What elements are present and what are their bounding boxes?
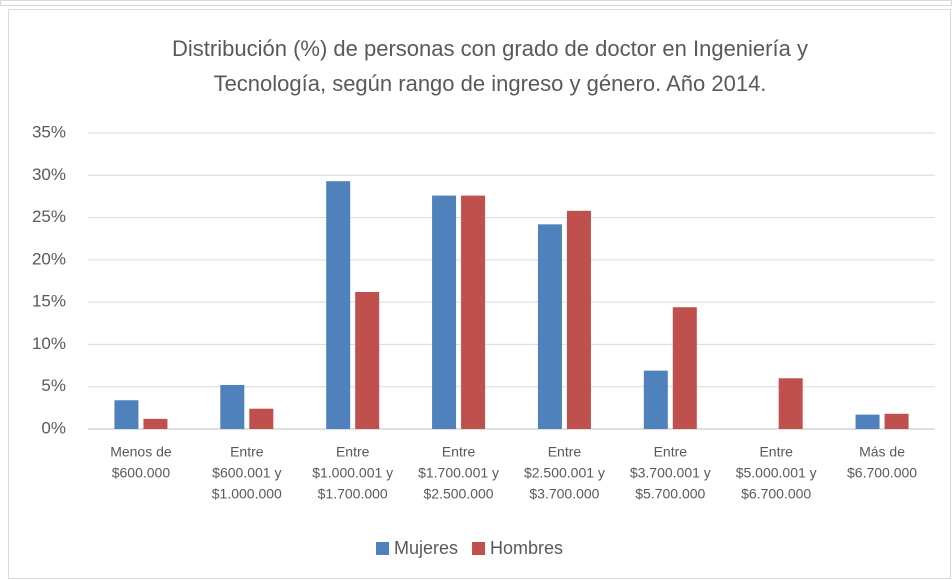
x-tick-label: Entre [230, 444, 264, 460]
x-tick-label: Entre [654, 444, 688, 460]
bar [643, 370, 668, 429]
y-tick-label: 35% [32, 122, 66, 141]
x-tick-label: $1.700.000 [318, 486, 388, 502]
x-tick-label: Entre [759, 444, 793, 460]
bar [432, 195, 457, 429]
legend-swatch [472, 542, 486, 555]
bar [537, 224, 562, 429]
x-tick-label: $2.500.000 [424, 486, 494, 502]
bar [220, 385, 245, 429]
chart-title: Distribución (%) de personas con grado d… [172, 36, 808, 61]
bar [461, 195, 486, 429]
bar [855, 414, 880, 429]
x-tick-label: $1.000.000 [212, 486, 282, 502]
chart-title: Tecnología, según rango de ingreso y gén… [214, 71, 767, 96]
x-tick-label: Menos de [110, 444, 172, 460]
bar [249, 408, 274, 429]
x-tick-label: Más de [859, 444, 905, 460]
x-tick-label: $5.700.000 [635, 486, 705, 502]
bar [672, 307, 697, 429]
top-strip [0, 0, 952, 6]
x-tick-label: $6.700.000 [847, 465, 917, 481]
y-tick-label: 0% [41, 418, 66, 437]
x-tick-label: $5.000.001 y [736, 465, 817, 481]
bar [326, 181, 351, 429]
legend-label: Mujeres [394, 538, 458, 558]
y-tick-label: 10% [32, 334, 66, 353]
x-tick-label: Entre [336, 444, 370, 460]
x-tick-label: Entre [548, 444, 582, 460]
y-tick-label: 30% [32, 165, 66, 184]
bar [114, 400, 139, 429]
x-tick-label: $600.001 y [212, 465, 281, 481]
x-tick-label: Entre [442, 444, 476, 460]
bar [884, 413, 909, 429]
bar [143, 418, 168, 429]
y-tick-label: 5% [41, 376, 66, 395]
x-tick-label: $1.000.001 y [312, 465, 393, 481]
x-tick-label: $6.700.000 [741, 486, 811, 502]
x-tick-label: $3.700.001 y [630, 465, 711, 481]
y-tick-label: 20% [32, 249, 66, 268]
y-tick-label: 15% [32, 292, 66, 311]
x-tick-label: $3.700.000 [529, 486, 599, 502]
x-tick-label: $600.000 [112, 465, 171, 481]
x-tick-label: $2.500.001 y [524, 465, 605, 481]
x-tick-label: $1.700.001 y [418, 465, 499, 481]
bar [355, 291, 380, 429]
bar [778, 378, 803, 429]
legend-swatch [376, 542, 389, 555]
legend-label: Hombres [490, 538, 563, 558]
bar [566, 210, 591, 429]
y-tick-label: 25% [32, 207, 66, 226]
